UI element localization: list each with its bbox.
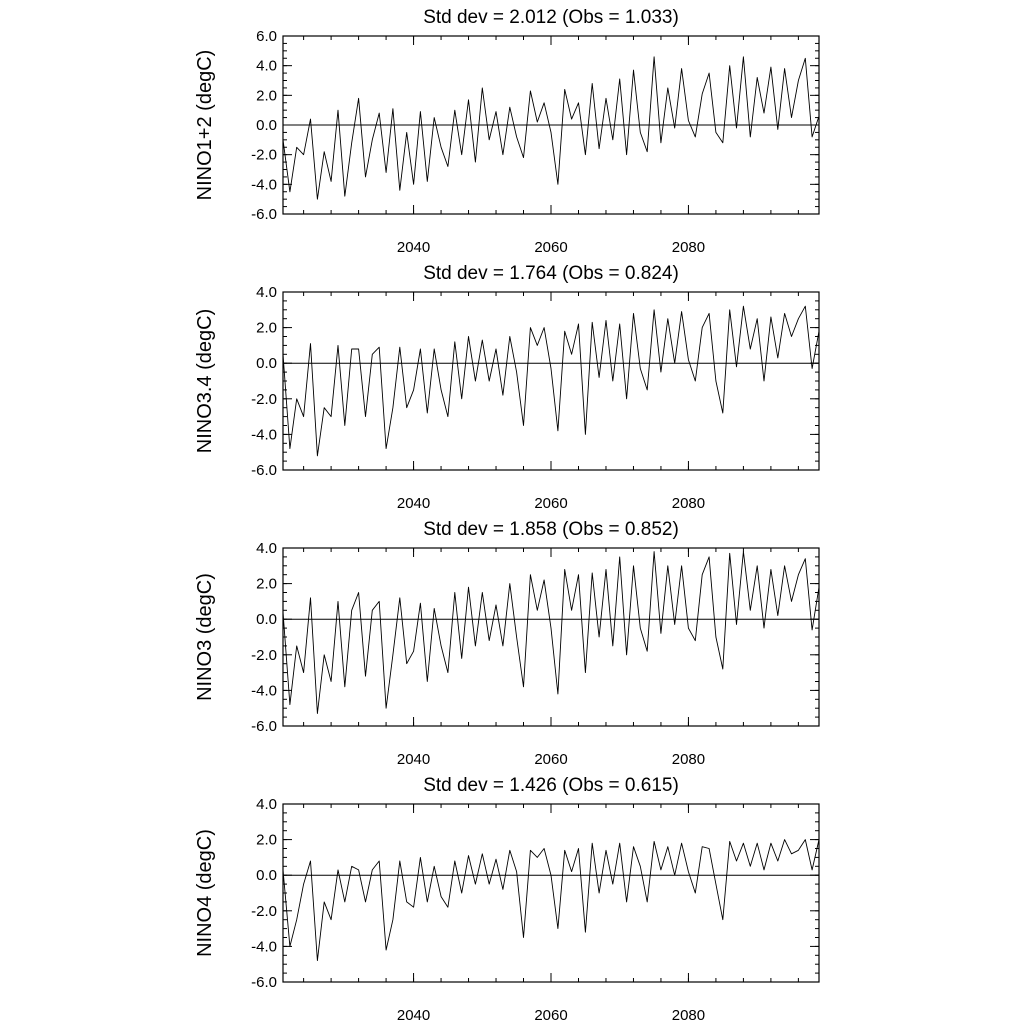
y-tick-label: 0.0 — [256, 611, 277, 628]
y-tick-label: -2.0 — [251, 903, 277, 920]
plot-frame — [282, 291, 820, 471]
y-tick-label: 0.0 — [256, 355, 277, 372]
y-axis-label: NINO3 (degC) — [194, 573, 216, 701]
y-tick-label: 2.0 — [256, 576, 277, 593]
x-tick-label: 2060 — [534, 495, 567, 512]
x-tick-label: 2040 — [397, 495, 430, 512]
y-tick-label: 2.0 — [256, 87, 277, 104]
panel-title: Std dev = 1.426 (Obs = 0.615) — [423, 775, 679, 796]
plot-frame — [282, 547, 820, 727]
y-tick-label: 6.0 — [256, 28, 277, 45]
y-tick-label: -2.0 — [251, 147, 277, 164]
panel-3: Std dev = 1.858 (Obs = 0.852) NINO3 (degC… — [194, 519, 820, 768]
x-tick-label: 2080 — [672, 495, 705, 512]
x-tick-label: 2080 — [672, 751, 705, 768]
y-axis-label: NINO1+2 (degC) — [194, 50, 216, 201]
panel-title: Std dev = 1.764 (Obs = 0.824) — [423, 263, 679, 284]
y-tick-label: 2.0 — [256, 832, 277, 849]
y-tick-label: 0.0 — [256, 867, 277, 884]
y-tick-label: 4.0 — [256, 796, 277, 813]
y-tick-label: 4.0 — [256, 540, 277, 557]
panel-2: Std dev = 1.764 (Obs = 0.824) NINO3.4 (de… — [194, 263, 820, 512]
x-tick-label: 2040 — [397, 1007, 430, 1024]
x-tick-label: 2040 — [397, 239, 430, 256]
panel-4: Std dev = 1.426 (Obs = 0.615) NINO4 (degC… — [194, 775, 820, 1024]
y-tick-label: -2.0 — [251, 391, 277, 408]
series-line — [282, 839, 820, 962]
y-tick-label: 0.0 — [256, 117, 277, 134]
x-tick-label: 2040 — [397, 751, 430, 768]
series-line — [282, 305, 820, 457]
y-tick-label: -6.0 — [251, 974, 277, 991]
plot-frame — [282, 35, 820, 215]
y-axis-label: NINO4 (degC) — [194, 829, 216, 957]
x-tick-label: 2060 — [534, 751, 567, 768]
panel-title: Std dev = 2.012 (Obs = 1.033) — [423, 7, 679, 28]
y-tick-label: -6.0 — [251, 206, 277, 223]
y-tick-label: 4.0 — [256, 284, 277, 301]
series-line — [282, 551, 820, 714]
x-tick-label: 2080 — [672, 1007, 705, 1024]
plot-frame — [282, 803, 820, 983]
y-tick-label: -2.0 — [251, 647, 277, 664]
y-tick-label: 4.0 — [256, 58, 277, 75]
y-tick-label: -4.0 — [251, 938, 277, 955]
y-tick-label: -6.0 — [251, 462, 277, 479]
series-line — [282, 56, 820, 200]
y-axis-label: NINO3.4 (degC) — [194, 309, 216, 454]
y-tick-label: 2.0 — [256, 320, 277, 337]
panel-title: Std dev = 1.858 (Obs = 0.852) — [423, 519, 679, 540]
y-tick-label: -4.0 — [251, 426, 277, 443]
x-tick-label: 2080 — [672, 239, 705, 256]
y-tick-label: -4.0 — [251, 176, 277, 193]
x-tick-label: 2060 — [534, 1007, 567, 1024]
panel-1: Std dev = 2.012 (Obs = 1.033) NINO1+2 (de… — [194, 7, 820, 256]
x-tick-label: 2060 — [534, 239, 567, 256]
y-tick-label: -6.0 — [251, 718, 277, 735]
y-tick-label: -4.0 — [251, 682, 277, 699]
